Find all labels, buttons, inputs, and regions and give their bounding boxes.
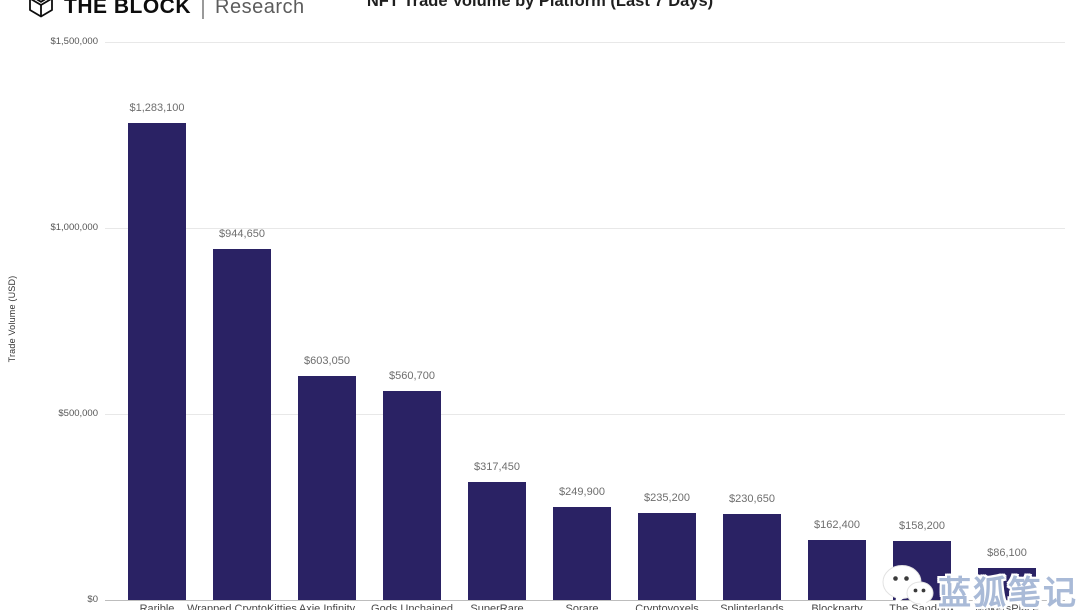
gridline-$500,000	[105, 414, 1065, 415]
brand-divider	[202, 0, 204, 19]
x-tick-label: Splinterlands	[720, 603, 784, 610]
y-tick-label: $0	[87, 594, 98, 605]
bar-Sorare	[553, 507, 611, 600]
y-tick-label: $500,000	[58, 408, 98, 419]
bar-Gods Unchained	[383, 391, 441, 600]
bar-value-label: $230,650	[729, 493, 775, 506]
x-tick-label: MakersPlace	[975, 603, 1039, 610]
bar-value-label: $317,450	[474, 460, 520, 473]
watermark: 蓝狐笔记	[882, 562, 1078, 610]
bar-value-label: $249,900	[559, 486, 605, 499]
x-tick-label: Blockparty	[811, 603, 863, 610]
watermark-text: 蓝狐笔记	[938, 574, 1078, 610]
chart-title: NFT Trade Volume by Platform (Last 7 Day…	[366, 0, 714, 10]
bar-Rarible	[128, 122, 186, 600]
y-tick-label: $1,500,000	[50, 36, 98, 47]
bar-value-label: $944,650	[219, 227, 265, 240]
gridline-$1,500,000	[105, 42, 1065, 43]
bar-SuperRare	[468, 481, 526, 600]
y-tick-label: $1,000,000	[50, 222, 98, 233]
bar-value-label: $560,700	[389, 370, 435, 383]
x-tick-label: Cryptovoxels	[635, 603, 699, 610]
x-tick-label: Gods Unchained	[371, 603, 453, 610]
bar-Cryptovoxels	[638, 512, 696, 600]
the-block-research-logo: THE BLOCK Research	[27, 0, 305, 19]
brand-sub-research: Research	[215, 0, 305, 18]
brand-name: THE BLOCK	[64, 0, 191, 18]
x-tick-label: Wrapped CryptoKitties	[187, 603, 297, 610]
header: THE BLOCK Research NFT Trade Volume by P…	[0, 0, 1080, 29]
bar-Blockparty	[808, 539, 866, 600]
x-tick-label: The Sandbox	[889, 603, 955, 610]
bar-MakersPlace	[978, 567, 1036, 600]
bar-value-label: $1,283,100	[129, 101, 185, 114]
bar-Axie Infinity	[298, 375, 356, 600]
bar-value-label: $162,400	[814, 518, 860, 531]
bar-Splinterlands	[723, 514, 781, 600]
bar-value-label: $235,200	[644, 491, 690, 504]
x-tick-label: Sorare	[565, 603, 599, 610]
x-tick-label: Rarible	[139, 603, 175, 610]
x-tick-label: Axie Infinity	[298, 603, 356, 610]
x-tick-label: SuperRare	[470, 603, 524, 610]
wechat-icon	[882, 565, 934, 608]
bar-value-label: $86,100	[987, 546, 1027, 559]
bar-value-label: $603,050	[304, 354, 350, 367]
bar-Wrapped CryptoKitties	[213, 248, 271, 600]
gridline-$1,000,000	[105, 228, 1065, 229]
gridline-$0	[105, 600, 1065, 601]
bar-value-label: $158,200	[899, 520, 945, 533]
the-block-cube-icon	[29, 0, 53, 18]
